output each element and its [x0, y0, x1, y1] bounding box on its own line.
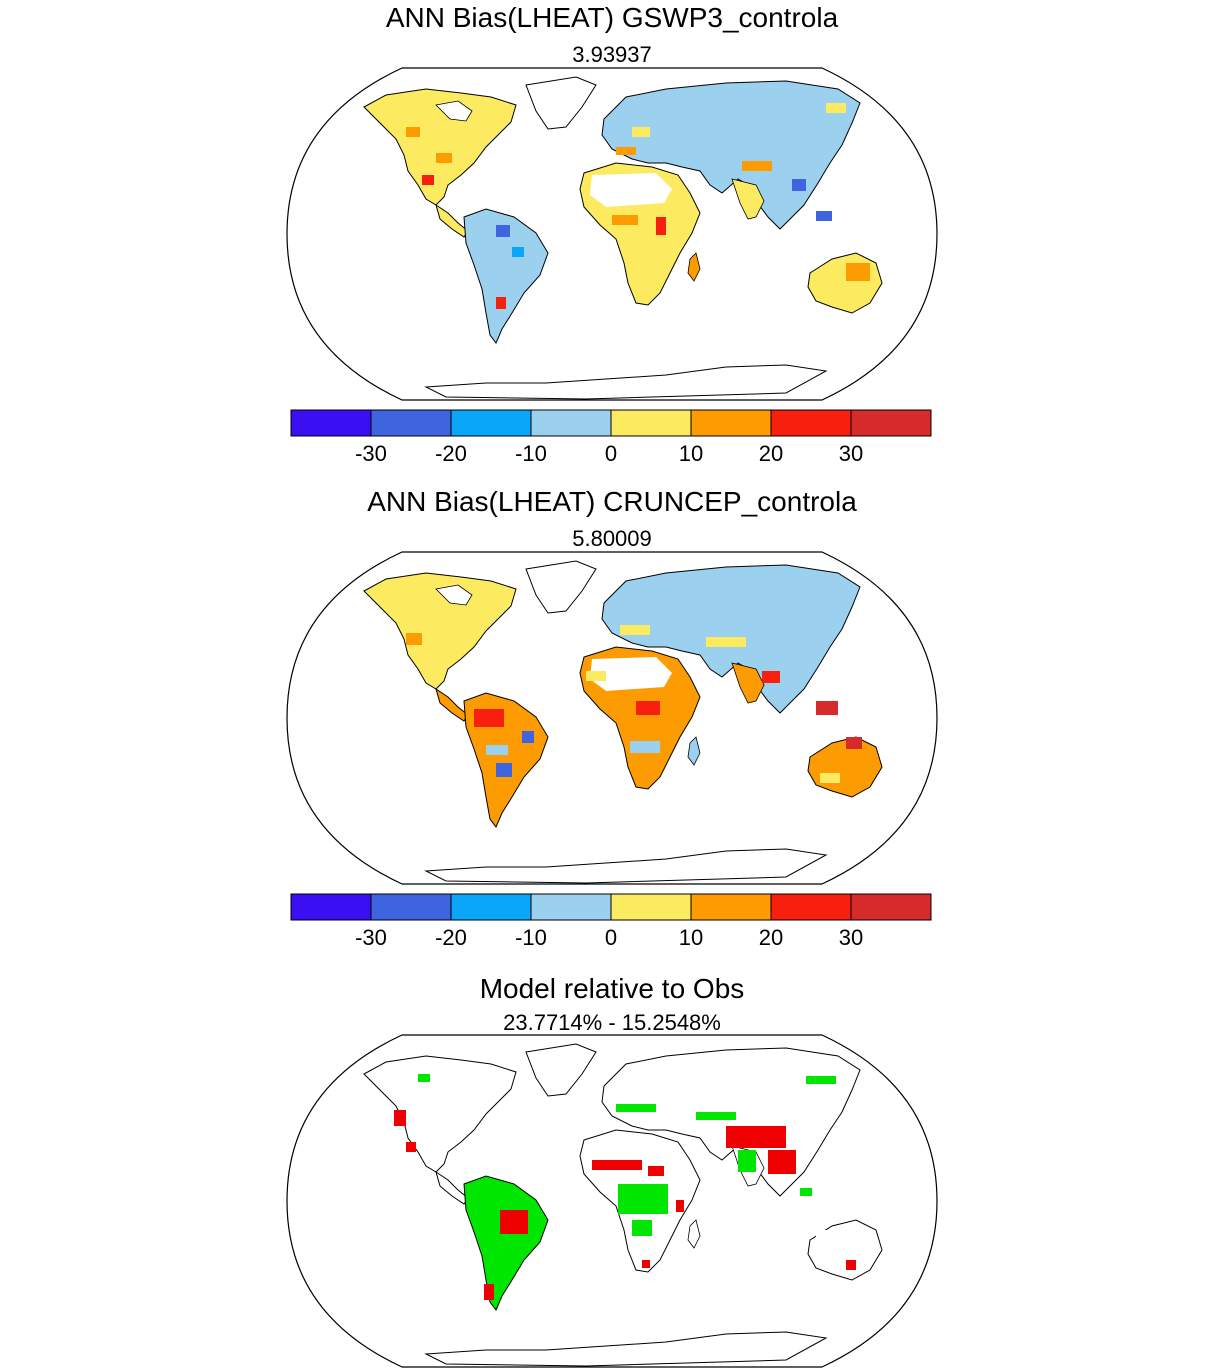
colorbar-tick: -10 — [515, 441, 547, 466]
colorbar-tick: 20 — [759, 441, 783, 466]
colorbar-box-3 — [450, 893, 532, 921]
central-america — [435, 203, 469, 238]
colorbar-box-6 — [690, 893, 772, 921]
colorbar-box-1 — [290, 893, 372, 921]
panel-2-projection-outline — [286, 551, 938, 885]
north-america — [363, 572, 517, 690]
panel-3-subtitle: 23.7714% - 15.2548% — [503, 1010, 721, 1035]
north-america — [363, 1055, 517, 1173]
panel-1-bias-field — [363, 76, 883, 400]
colorbar-tick: 10 — [679, 925, 703, 950]
eurasia — [601, 80, 861, 230]
south-america — [463, 208, 549, 344]
panel-1-colorbar: -30 -20 -10 0 10 20 30 — [290, 409, 932, 466]
colorbar-box-2 — [370, 409, 452, 437]
greenland — [525, 76, 597, 130]
colorbar-box-8 — [850, 893, 932, 921]
madagascar — [687, 736, 701, 766]
australia — [807, 252, 883, 314]
colorbar-box-3 — [450, 409, 532, 437]
panel-1-projection-outline — [286, 67, 938, 401]
greenland — [525, 560, 597, 614]
antarctica — [424, 848, 828, 884]
colorbar-tick: 30 — [839, 925, 863, 950]
colorbar-tick: 0 — [605, 925, 617, 950]
panel-2-bias-field — [363, 560, 883, 884]
colorbar-box-7 — [770, 409, 852, 437]
colorbar-box-7 — [770, 893, 852, 921]
panel-3-projection-outline — [286, 1034, 938, 1368]
colorbar-tick: -20 — [435, 925, 467, 950]
panel-1-colorbar-ticks: -30 -20 -10 0 10 20 30 — [355, 441, 863, 466]
central-america — [435, 687, 469, 722]
colorbar-box-2 — [370, 893, 452, 921]
panel-2-colorbar-boxes — [290, 893, 932, 921]
colorbar-tick: 20 — [759, 925, 783, 950]
colorbar-tick: -10 — [515, 925, 547, 950]
panel-2-colorbar: -30 -20 -10 0 10 20 30 — [290, 893, 932, 950]
india — [731, 178, 765, 220]
panel-3-map — [286, 1034, 938, 1368]
panel-2-highlights — [406, 625, 862, 783]
colorbar-box-5 — [610, 409, 692, 437]
australia — [807, 1219, 883, 1281]
colorbar-box-8 — [850, 409, 932, 437]
panel-1-highlights — [406, 103, 870, 309]
panel-1-map — [286, 67, 938, 401]
colorbar-box-5 — [610, 893, 692, 921]
colorbar-tick: 0 — [605, 441, 617, 466]
colorbar-box-6 — [690, 409, 772, 437]
colorbar-box-4 — [530, 409, 612, 437]
colorbar-tick: -30 — [355, 925, 387, 950]
panel-1-title: ANN Bias(LHEAT) GSWP3_controla — [385, 2, 839, 33]
colorbar-tick: 10 — [679, 441, 703, 466]
india — [731, 662, 765, 704]
panel-1-colorbar-boxes — [290, 409, 932, 437]
panel-1-subtitle: 3.93937 — [572, 42, 652, 67]
panel-2-colorbar-ticks: -30 -20 -10 0 10 20 30 — [355, 925, 863, 950]
panel-3-title: Model relative to Obs — [479, 973, 745, 1004]
panel-2-map — [286, 551, 938, 885]
panel-2-title: ANN Bias(LHEAT) CRUNCEP_controla — [367, 486, 857, 517]
panel-2-subtitle: 5.80009 — [572, 526, 652, 551]
colorbar-tick: -20 — [435, 441, 467, 466]
australia — [807, 736, 883, 798]
madagascar — [687, 252, 701, 282]
colorbar-box-4 — [530, 893, 612, 921]
south-america — [463, 1175, 549, 1311]
madagascar — [687, 1219, 701, 1249]
antarctica — [424, 364, 828, 400]
north-america — [363, 88, 517, 206]
antarctica — [424, 1331, 828, 1367]
central-america — [435, 1170, 469, 1205]
panel-3-significance-cells — [394, 1074, 856, 1300]
colorbar-tick: -30 — [355, 441, 387, 466]
colorbar-tick: 30 — [839, 441, 863, 466]
greenland — [525, 1043, 597, 1097]
colorbar-box-1 — [290, 409, 372, 437]
